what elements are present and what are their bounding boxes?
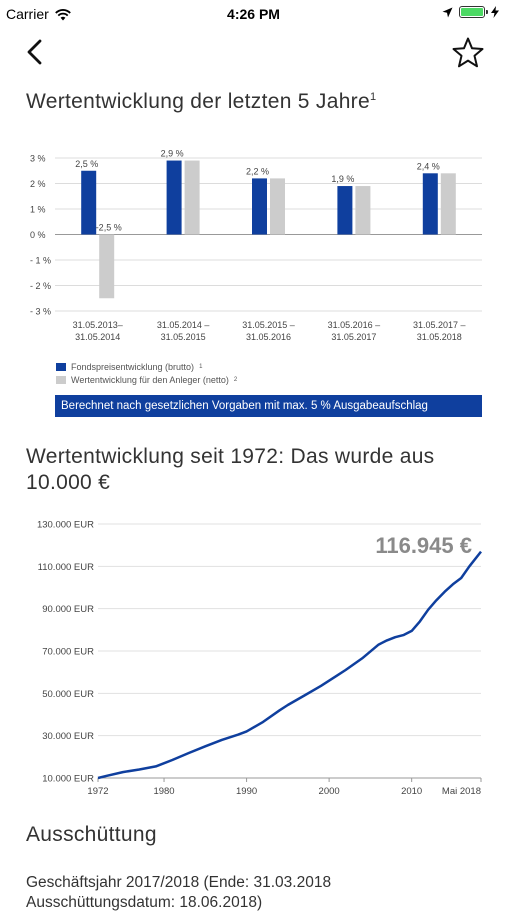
value-line [97, 550, 482, 780]
favorite-star-button[interactable] [451, 36, 485, 70]
legend-item-netto: Wertentwicklung für den Anleger (netto) 2 [56, 373, 237, 386]
x-tick-label: 31.05.2015 – [242, 320, 295, 330]
x-tick-label: 31.05.2014 [75, 332, 120, 342]
y-tick-label: 0 % [30, 230, 46, 240]
x-tick-label: 2010 [401, 786, 422, 797]
y-tick-label: - 2 % [30, 281, 51, 291]
carrier-label: Carrier [6, 6, 49, 22]
charging-bolt-icon [491, 6, 499, 18]
carrier-indicator: Carrier [6, 6, 72, 22]
y-tick-label: 130.000 EUR [37, 520, 94, 531]
bar-netto [355, 186, 371, 235]
bar-value-label: 1,9 % [331, 174, 354, 184]
bar-netto [440, 173, 456, 235]
x-tick-label: 31.05.2017 [331, 332, 376, 342]
y-tick-label: - 1 % [30, 256, 51, 266]
section-title-5-years: Wertentwicklung der letzten 5 Jahre1 [26, 90, 376, 114]
status-bar: Carrier 4:26 PM [0, 0, 507, 28]
x-tick-label: 31.05.2015 [161, 332, 206, 342]
x-tick-label: 31.05.2014 – [157, 320, 210, 330]
chart-legend: Fondspreisentwicklung (brutto) 1 Wertentw… [56, 360, 237, 386]
bar-value-label: 2,5 % [75, 159, 98, 169]
section-title-since-1972: Wertentwicklung seit 1972: Das wurde aus… [26, 445, 435, 494]
bar-value-label: 2,2 % [246, 166, 269, 176]
bar-brutto [166, 160, 182, 235]
bar-netto [270, 178, 285, 235]
x-tick-label: Mai 2018 [442, 786, 481, 797]
x-tick-label: 31.05.2018 [417, 332, 462, 342]
clock: 4:26 PM [227, 6, 280, 22]
bar-netto [99, 234, 115, 299]
bar-brutto [337, 186, 353, 235]
bar-brutto [252, 178, 267, 235]
calculation-note-banner: Berechnet nach gesetzlichen Vorgaben mit… [55, 395, 482, 417]
legend-footnote-brutto: 1 [199, 363, 203, 370]
legend-swatch-netto [56, 375, 66, 384]
x-tick-label: 1990 [236, 786, 257, 797]
fiscal-year-text: Geschäftsjahr 2017/2018 (Ende: 31.03.201… [26, 874, 332, 911]
y-tick-label: 110.000 EUR [38, 562, 94, 573]
legend-item-brutto: Fondspreisentwicklung (brutto) 1 [56, 360, 237, 373]
y-tick-label: 70.000 EUR [42, 647, 94, 658]
location-arrow-icon [442, 7, 453, 17]
x-tick-label: 31.05.2013– [73, 320, 123, 330]
legend-footnote-netto: 2 [233, 376, 238, 383]
section-title-text: Wertentwicklung der letzten 5 Jahre [26, 90, 370, 113]
y-tick-label: - 3 % [30, 307, 51, 317]
status-icons [442, 6, 499, 18]
bar-value-label: 2,4 % [417, 161, 440, 171]
x-tick-label: 31.05.2016 [246, 332, 291, 342]
x-tick-label: 2000 [319, 786, 340, 797]
bar-brutto [422, 173, 438, 235]
wifi-icon [54, 8, 71, 20]
y-tick-label: 30.000 EUR [42, 731, 94, 742]
y-tick-label: 90.000 EUR [42, 604, 94, 615]
final-value-label: 116.945 € [375, 533, 472, 558]
legend-swatch-brutto [56, 362, 66, 371]
y-tick-label: 1 % [30, 205, 46, 215]
bar-chart-5-years: 3 % 2 % 1 % 0 % - 1 % - 2 % - 3 % 2,5 % -2,5 % 31… [30, 149, 482, 342]
legend-label-brutto: Fondspreisentwicklung (brutto) [71, 361, 195, 372]
bar-value-label: 2,9 % [161, 149, 184, 159]
bar-brutto [81, 170, 97, 235]
x-tick-label: 1980 [153, 786, 174, 797]
y-tick-label: 50.000 EUR [42, 689, 94, 700]
x-tick-label: 31.05.2017 – [413, 320, 466, 330]
bar-value-label: -2,5 % [96, 223, 122, 233]
bar-netto [184, 160, 200, 235]
x-tick-label: 31.05.2016 – [328, 320, 381, 330]
y-tick-label: 2 % [30, 179, 46, 189]
section-title-distribution: Ausschüttung [26, 823, 157, 846]
x-tick-label: 1972 [87, 786, 108, 797]
back-button[interactable] [20, 36, 50, 68]
footnote-marker: 1 [369, 91, 377, 103]
battery-icon [459, 6, 488, 18]
y-tick-label: 10.000 EUR [42, 774, 94, 785]
line-chart-since-1972: 10.000 EUR 30.000 EUR 50.000 EUR 70.000 EUR… [37, 520, 482, 797]
y-tick-label: 3 % [30, 154, 46, 164]
legend-label-netto: Wertentwicklung für den Anleger (netto) [71, 374, 229, 385]
